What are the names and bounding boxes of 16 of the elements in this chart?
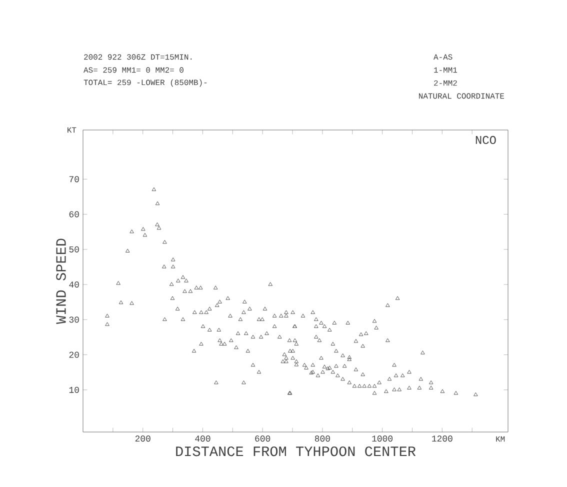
x-tick-label: 1000 [372, 436, 393, 442]
x-tick-label: 400 [195, 436, 210, 442]
y-tick-label: 60 [69, 211, 79, 218]
x-tick-label: 1200 [432, 436, 452, 442]
x-tick-label: 600 [255, 436, 270, 442]
annotation: NCO [476, 136, 496, 144]
y-tick-label: 20 [69, 352, 79, 358]
x-tick-label: 200 [135, 436, 150, 442]
y-tick-label: 10 [69, 386, 79, 393]
y-tick-label: 30 [69, 316, 79, 323]
y-axis-title: WIND SPEED [56, 238, 66, 324]
y-tick-label: 70 [69, 176, 79, 182]
x-tick-label: 800 [314, 436, 330, 442]
y-tick-label: 40 [69, 281, 79, 288]
x-axis-title: DISTANCE FROM TYHPOON CENTER [176, 446, 416, 456]
y-tick-label: 50 [69, 246, 79, 252]
